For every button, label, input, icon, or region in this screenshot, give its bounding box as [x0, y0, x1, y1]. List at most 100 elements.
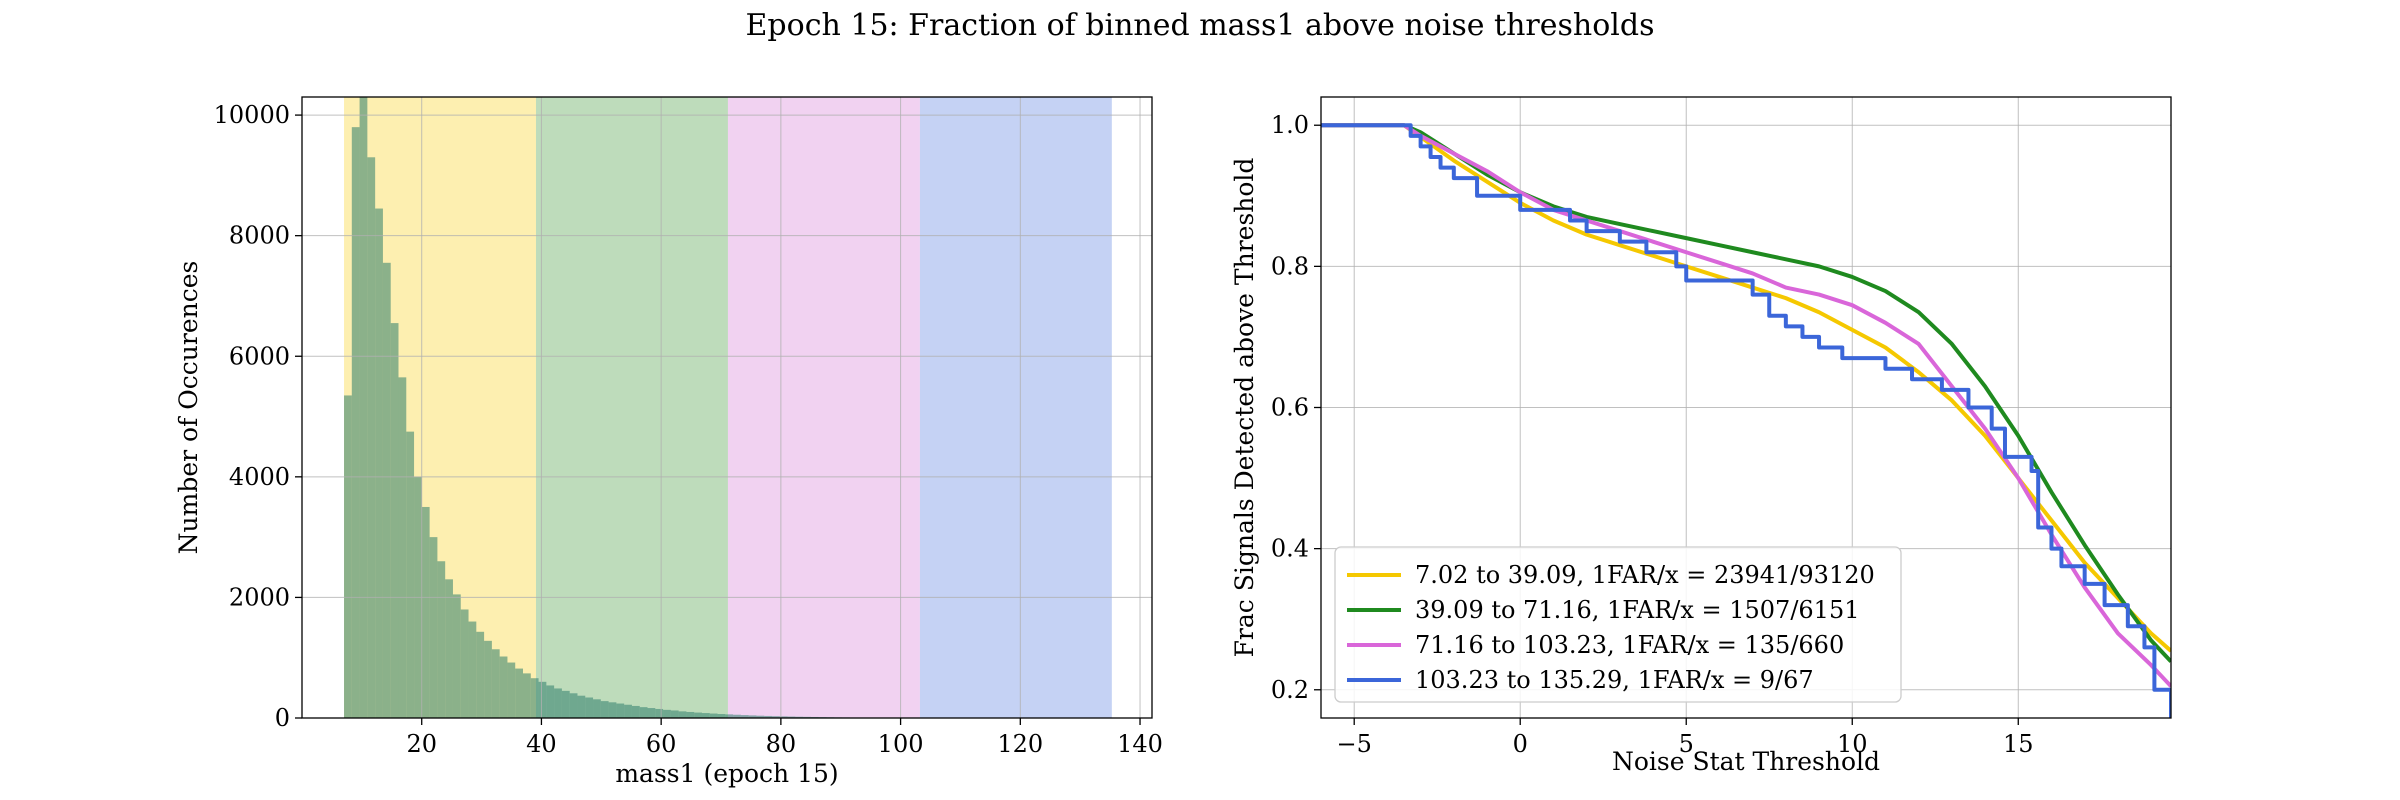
histogram-bar [460, 609, 469, 718]
histogram-bar [701, 713, 710, 718]
y-tick-label: 8000 [229, 222, 290, 250]
histogram-bar [515, 668, 523, 718]
x-tick-label: 100 [878, 730, 924, 758]
x-tick-label: 5 [1679, 730, 1694, 758]
histogram-bar [600, 701, 609, 718]
histogram-bar [445, 579, 453, 718]
histogram-bar [344, 395, 352, 718]
histogram-bar [631, 705, 640, 718]
mass-bin-region-2 [535, 97, 728, 718]
x-tick-label: 10 [1837, 730, 1868, 758]
y-tick-label: 1.0 [1271, 111, 1309, 139]
histogram-bar [616, 703, 625, 718]
histogram-bar [779, 716, 788, 718]
line-chart-panel: −5 0 5 10 15 0.2 0.4 0.6 0.8 1.0 Noise Stat Thresh… [1230, 96, 2172, 776]
histogram-bar [709, 713, 718, 718]
histogram-bar [756, 715, 765, 718]
series-line-4 [1321, 123, 2171, 718]
histogram-bar [476, 631, 485, 718]
y-tick-label: 2000 [229, 583, 290, 611]
x-tick-label: 80 [766, 730, 797, 758]
x-tick-label: 140 [1117, 730, 1163, 758]
histogram-frame [301, 96, 1153, 719]
histogram-bar [585, 697, 594, 718]
histogram-bar [717, 714, 726, 718]
x-tick-label: 40 [526, 730, 557, 758]
histogram-bar [733, 714, 741, 718]
histogram-bar [546, 685, 555, 718]
histogram-bar [507, 662, 516, 718]
histogram-bar [678, 711, 687, 718]
histogram-bar [491, 649, 500, 718]
histogram-bar [686, 711, 695, 718]
histogram-bar [484, 640, 492, 718]
histogram-bar [437, 561, 446, 718]
legend-label-1: 7.02 to 39.09, 1FAR/x = 23941/93120 [1415, 561, 1875, 589]
legend-label-2: 39.09 to 71.16, 1FAR/x = 1507/6151 [1415, 596, 1860, 624]
histogram-bar [398, 377, 407, 718]
histogram-bar [499, 656, 508, 718]
histogram-bar [429, 537, 438, 718]
x-tick-label: 20 [406, 730, 437, 758]
histogram-bar [787, 716, 796, 718]
y-tick-label: 4000 [229, 463, 290, 491]
histogram-bar [359, 97, 368, 718]
x-tick-label: 0 [1513, 730, 1528, 758]
x-tick-label: 15 [2003, 730, 2034, 758]
x-axis-label: mass1 (epoch 15) [615, 759, 838, 788]
histogram-bar [530, 678, 539, 718]
histogram-bar [390, 323, 399, 718]
histogram-panel: 20 40 60 80 100 120 140 0 2000 4000 6000 8000 10000 m… [174, 96, 1163, 788]
histogram-bar [608, 702, 617, 718]
histogram-bar [772, 716, 780, 718]
series-line-2 [1321, 123, 2171, 663]
y-tick-label: 0.6 [1271, 394, 1309, 422]
y-tick-label: 0.4 [1271, 535, 1309, 563]
y-tick-label: 0.2 [1271, 676, 1309, 704]
mass-bin-region-4 [919, 97, 1112, 718]
y-tick-label: 10000 [214, 101, 290, 129]
histogram-bar [663, 709, 671, 718]
y-axis-label: Frac Signals Detected above Threshold [1230, 158, 1259, 658]
legend-box [1334, 546, 1902, 703]
histogram-bar [367, 157, 376, 718]
y-axis-label: Number of Occurences [174, 261, 203, 555]
histogram-bar [577, 695, 586, 718]
x-tick-label: 60 [646, 730, 677, 758]
histogram-bar [725, 714, 734, 718]
histogram-bar [694, 712, 702, 718]
histogram-bar [740, 715, 749, 718]
mass-bin-region-3 [727, 97, 920, 718]
y-tick-label: 6000 [229, 342, 290, 370]
histogram-bar [593, 699, 601, 718]
histogram-bar [764, 715, 773, 718]
histogram-bar [670, 710, 679, 718]
legend-label-4: 103.23 to 135.29, 1FAR/x = 9/67 [1415, 666, 1814, 694]
x-tick-label: 120 [997, 730, 1043, 758]
histogram-bar [569, 693, 578, 718]
histogram-bar [624, 704, 632, 718]
legend-label-3: 71.16 to 103.23, 1FAR/x = 135/660 [1415, 631, 1844, 659]
histogram-bar [639, 707, 648, 718]
series-line-3 [1321, 123, 2171, 688]
histogram-bar [351, 127, 360, 718]
histogram-bar [655, 708, 664, 718]
figure-suptitle: Epoch 15: Fraction of binned mass1 above… [745, 8, 1655, 43]
histogram-bar [538, 681, 547, 718]
y-tick-label: 0 [275, 704, 290, 732]
histogram-bar [421, 506, 430, 718]
histogram-bar [647, 708, 656, 718]
histogram-bar [554, 688, 562, 718]
histogram-bar [561, 690, 570, 718]
histogram-bar [452, 594, 461, 718]
x-tick-label: −5 [1337, 730, 1372, 758]
histogram-bar [523, 673, 531, 718]
histogram-bar [468, 621, 477, 718]
x-axis-label: Noise Stat Threshold [1612, 747, 1880, 776]
histogram-bar [406, 431, 415, 718]
y-tick-label: 0.8 [1271, 252, 1309, 280]
histogram-bar [375, 208, 383, 719]
histogram-bar [748, 715, 757, 718]
histogram-bar [382, 262, 391, 718]
